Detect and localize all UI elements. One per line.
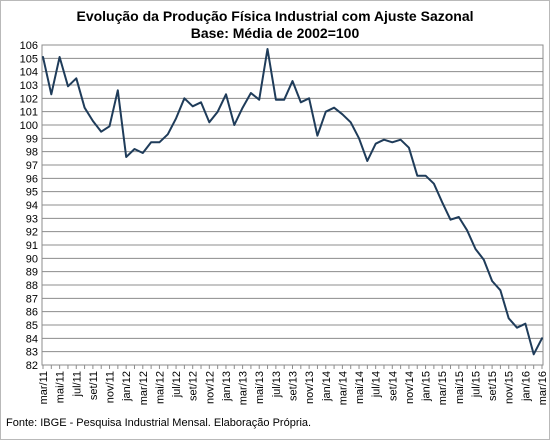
y-tick-label: 105 [20, 53, 38, 65]
x-tick-label: nov/12 [204, 371, 216, 404]
x-tick-label: jan/14 [321, 371, 333, 402]
x-tick-label: mar/11 [38, 371, 50, 404]
y-tick-label: 93 [26, 213, 38, 225]
y-tick-label: 88 [26, 280, 38, 292]
y-tick-label: 82 [26, 360, 38, 372]
y-tick-label: 106 [20, 40, 38, 52]
y-tick-label: 103 [20, 80, 38, 92]
x-tick-label: mai/14 [354, 371, 366, 404]
x-tick-label: jul/11 [71, 371, 83, 397]
x-tick-label: jul/15 [470, 371, 482, 398]
x-tick-label: mai/15 [454, 371, 466, 404]
x-tick-label: jan/13 [221, 371, 233, 402]
y-tick-label: 104 [20, 67, 38, 79]
x-tick-label: nov/15 [504, 371, 516, 404]
x-tick-label: nov/13 [304, 371, 316, 404]
y-tick-label: 97 [26, 160, 38, 172]
y-tick-label: 102 [20, 93, 38, 105]
y-tick-label: 98 [26, 147, 38, 159]
y-tick-label: 99 [26, 133, 38, 145]
x-tick-label: jan/16 [520, 371, 532, 402]
y-tick-label: 83 [26, 347, 38, 359]
x-tick-label: jan/15 [421, 371, 433, 402]
x-tick-label: mai/13 [254, 371, 266, 404]
y-tick-label: 84 [26, 333, 38, 345]
x-tick-label: jul/12 [171, 371, 183, 398]
x-tick-label: set/12 [188, 371, 200, 401]
x-tick-label: mar/16 [537, 371, 549, 405]
x-tick-label: mar/13 [238, 371, 250, 405]
y-tick-label: 89 [26, 267, 38, 279]
x-tick-label: nov/11 [105, 371, 117, 403]
y-tick-label: 85 [26, 320, 38, 332]
chart-subtitle: Base: Média de 2002=100 [190, 25, 360, 41]
x-tick-label: nov/14 [404, 371, 416, 404]
x-tick-label: set/14 [387, 371, 399, 401]
y-tick-label: 91 [26, 240, 38, 252]
x-tick-label: mai/11 [55, 371, 67, 403]
source-note: Fonte: IBGE - Pesquisa Industrial Mensal… [6, 417, 312, 429]
y-tick-label: 90 [26, 253, 38, 265]
y-tick-label: 87 [26, 293, 38, 305]
y-tick-label: 95 [26, 187, 38, 199]
y-tick-label: 92 [26, 227, 38, 239]
y-tick-label: 86 [26, 307, 38, 319]
y-tick-label: 101 [20, 107, 38, 119]
series-line [42, 48, 543, 356]
y-tick-label: 96 [26, 173, 38, 185]
x-tick-label: mar/12 [138, 371, 150, 405]
x-tick-label: set/15 [487, 371, 499, 401]
y-tick-label: 100 [20, 120, 38, 132]
x-tick-label: set/13 [288, 371, 300, 401]
x-tick-label: mar/14 [337, 371, 349, 405]
x-tick-label: jan/12 [121, 371, 133, 402]
x-tick-label: jul/14 [371, 371, 383, 398]
x-tick-label: set/11 [88, 371, 100, 400]
chart-title: Evolução da Produção Física Industrial c… [76, 8, 474, 24]
x-tick-label: jul/13 [271, 371, 283, 398]
y-tick-label: 94 [26, 200, 38, 212]
x-tick-label: mai/12 [154, 371, 166, 404]
x-tick-label: mar/15 [437, 371, 449, 405]
